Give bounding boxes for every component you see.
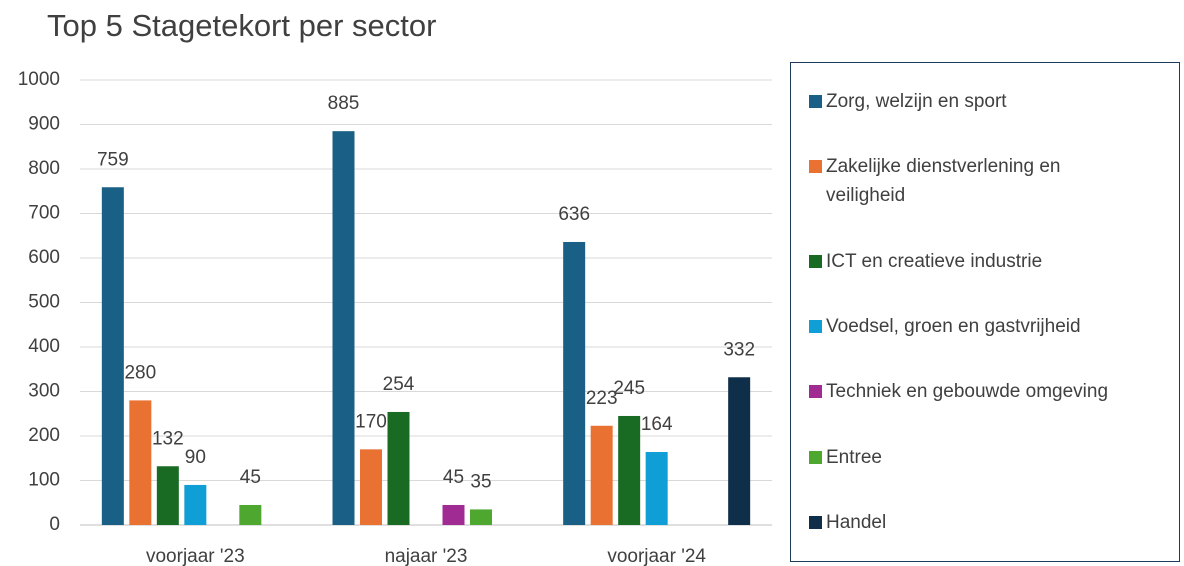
data-label: 132	[152, 428, 184, 449]
legend-item: ICT en creatieve industrie	[809, 247, 1173, 276]
bar	[645, 452, 668, 525]
legend-item: Entree	[809, 443, 1173, 472]
legend-swatch	[809, 515, 822, 529]
bar	[156, 466, 179, 525]
legend-swatch	[809, 450, 822, 464]
bar	[387, 411, 410, 525]
data-label: 90	[185, 447, 206, 468]
bar	[442, 504, 465, 525]
chart: Top 5 Stagetekort per sector 0 100 200 300 4…	[18, 8, 772, 566]
bar	[590, 425, 613, 525]
legend-item: Zorg, welzijn en sport	[809, 87, 1173, 116]
y-tick-label: 100	[28, 470, 60, 491]
data-label: 245	[613, 378, 645, 399]
bar	[618, 415, 641, 525]
legend-swatch	[809, 95, 822, 109]
data-label: 254	[383, 374, 415, 395]
x-tick-label: najaar '23	[385, 546, 468, 566]
data-label: 885	[328, 93, 360, 114]
y-tick-label: 400	[28, 336, 60, 357]
data-label: 35	[470, 471, 491, 492]
y-tick-label: 200	[28, 425, 60, 446]
legend-label: Techniek en gebouwde omgeving	[826, 381, 1109, 403]
legend-swatch	[809, 319, 822, 333]
data-label: 164	[641, 414, 673, 435]
data-label: 636	[558, 204, 590, 225]
legend-label: Voedsel, groen en gastvrijheid	[826, 315, 1081, 337]
legend-label: Entree	[826, 446, 882, 468]
data-label: 280	[124, 362, 156, 383]
legend-item: Zakelijke dienstverlening en veiligheid	[809, 152, 1173, 210]
data-label: 223	[586, 388, 618, 409]
x-tick-label: voorjaar '24	[607, 546, 706, 566]
legend-label: Zakelijke dienstverlening en veiligheid	[826, 156, 1061, 207]
legend-label: Handel	[826, 511, 887, 533]
x-tick-label: voorjaar '23	[146, 546, 245, 566]
legend-swatch	[809, 385, 822, 399]
chart-title: Top 5 Stagetekort per sector	[47, 8, 436, 43]
data-label: 170	[355, 411, 387, 432]
legend-swatch	[809, 254, 822, 268]
data-label: 759	[97, 149, 129, 170]
data-label: 332	[723, 339, 755, 360]
y-tick-label: 300	[28, 381, 60, 402]
y-tick-label: 600	[28, 247, 60, 268]
bar	[101, 187, 124, 525]
data-label: 45	[240, 467, 261, 488]
legend: Zorg, welzijn en sport Zakelijke dienstve…	[790, 62, 1180, 562]
bar	[239, 504, 262, 525]
y-tick-label: 1000	[18, 69, 60, 90]
legend-item: Handel	[809, 508, 1173, 537]
bar	[332, 131, 355, 526]
legend-item: Techniek en gebouwde omgeving	[809, 377, 1173, 406]
y-tick-label: 500	[28, 292, 60, 313]
y-tick-label: 700	[28, 203, 60, 224]
bar	[129, 400, 152, 525]
bar	[470, 509, 492, 525]
y-tick-label: 800	[28, 158, 60, 179]
data-label: 45	[443, 467, 464, 488]
legend-item: Voedsel, groen en gastvrijheid	[809, 312, 1173, 341]
legend-label: ICT en creatieve industrie	[826, 250, 1043, 272]
bar	[728, 377, 751, 525]
legend-label: Zorg, welzijn en sport	[826, 91, 1007, 113]
bar	[563, 241, 586, 526]
bar	[184, 484, 207, 525]
y-tick-label: 900	[28, 114, 60, 135]
bar	[360, 449, 382, 525]
y-tick-label: 0	[49, 514, 60, 535]
legend-swatch	[809, 160, 822, 174]
